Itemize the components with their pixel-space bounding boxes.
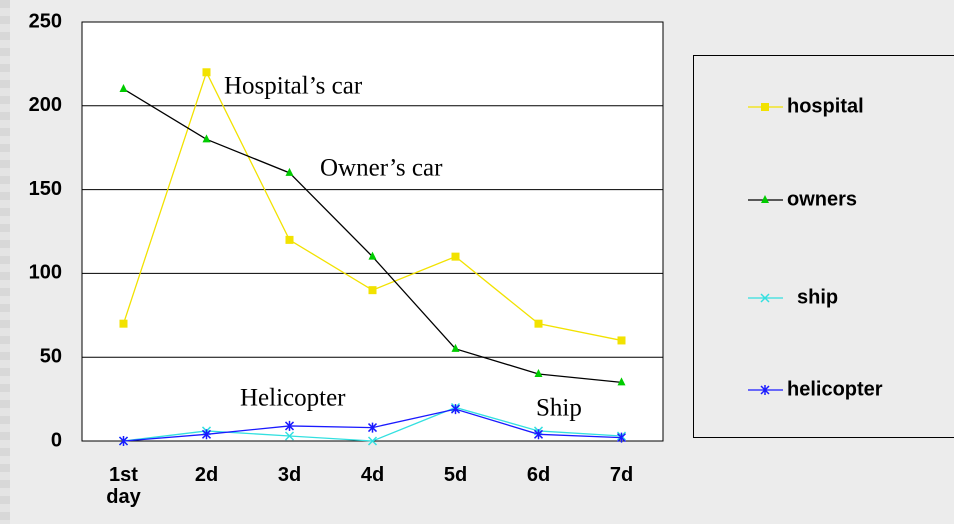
point bbox=[202, 68, 211, 77]
point bbox=[201, 429, 212, 440]
point bbox=[450, 404, 461, 415]
point bbox=[285, 167, 294, 176]
background-strip bbox=[0, 0, 10, 524]
point bbox=[118, 436, 129, 446]
point bbox=[284, 431, 295, 441]
legend-label: owners bbox=[787, 188, 857, 210]
x-tick-label: 1st day bbox=[106, 464, 141, 508]
y-tick-label: 150 bbox=[29, 178, 62, 200]
y-tick-label: 50 bbox=[40, 345, 62, 367]
annotation: Ship bbox=[536, 395, 582, 422]
legend-box bbox=[693, 55, 954, 438]
y-tick-label: 100 bbox=[29, 262, 62, 284]
x-tick-label: 7d bbox=[609, 464, 634, 486]
legend-label: ship bbox=[797, 286, 838, 308]
point bbox=[760, 385, 770, 395]
y-tick-label: 250 bbox=[29, 10, 62, 32]
point bbox=[284, 420, 295, 431]
plot-area bbox=[82, 22, 663, 441]
point bbox=[761, 103, 769, 111]
y-tick-label: 200 bbox=[29, 94, 62, 116]
y-tick-label: 0 bbox=[51, 429, 62, 451]
x-tick-label: 5d bbox=[443, 464, 468, 486]
point bbox=[368, 251, 377, 260]
point bbox=[367, 436, 378, 446]
x-tick-label: 2d bbox=[194, 464, 219, 486]
point bbox=[616, 432, 627, 443]
legend-label: hospital bbox=[787, 95, 864, 117]
point bbox=[285, 235, 294, 244]
x-tick-label: 3d bbox=[277, 464, 302, 486]
annotation: Owner’s car bbox=[320, 155, 443, 182]
point bbox=[368, 286, 377, 295]
annotation: Helicopter bbox=[240, 385, 346, 412]
point bbox=[761, 195, 769, 203]
point bbox=[451, 252, 460, 261]
point bbox=[119, 319, 128, 328]
point bbox=[533, 429, 544, 440]
legend-label: helicopter bbox=[787, 378, 883, 400]
annotation: Hospital’s car bbox=[224, 73, 363, 100]
point bbox=[451, 343, 460, 352]
point bbox=[367, 422, 378, 433]
x-tick-label: 4d bbox=[360, 464, 385, 486]
point bbox=[119, 84, 128, 93]
point bbox=[534, 319, 543, 328]
point bbox=[760, 293, 770, 303]
point bbox=[534, 368, 543, 377]
point bbox=[617, 377, 626, 386]
point bbox=[202, 134, 211, 143]
x-tick-label: 6d bbox=[526, 464, 551, 486]
point bbox=[617, 336, 626, 345]
